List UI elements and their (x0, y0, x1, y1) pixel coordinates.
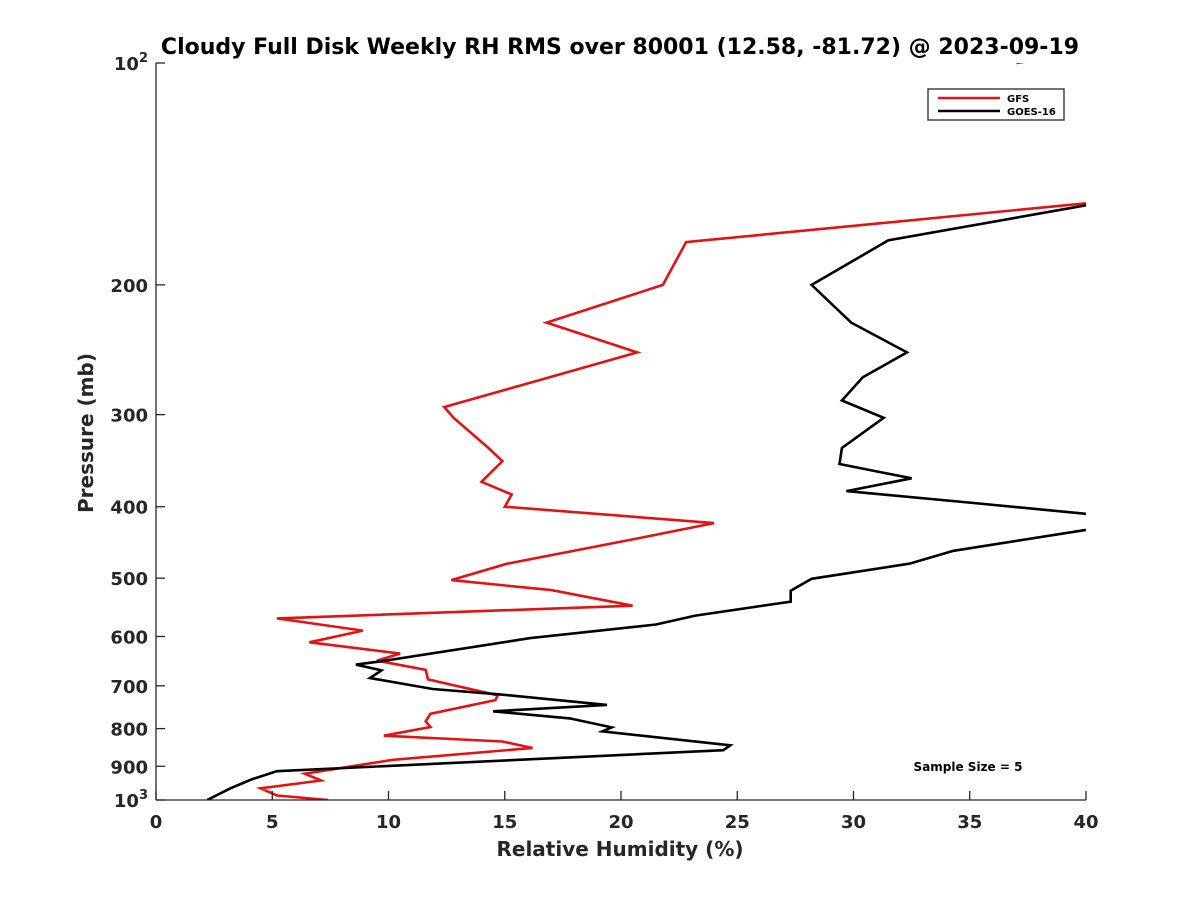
x-tick-label: 20 (608, 812, 633, 833)
y-tick-label: 900 (110, 757, 148, 778)
x-axis-title: Relative Humidity (%) (496, 837, 743, 861)
y-tick-label: 103 (114, 788, 148, 812)
series-layer (206, 63, 1086, 800)
x-tick-label: 15 (492, 812, 517, 833)
axes: 0 5 10 15 20 25 30 35 40 102 200 300 400 500 600 700 800… (110, 51, 1098, 833)
y-tick-label: 800 (110, 720, 148, 741)
y-tick-label: 300 (110, 406, 148, 427)
x-tick-label: 0 (150, 812, 163, 833)
x-tick-label: 35 (957, 812, 982, 833)
x-tick-label: 10 (376, 812, 401, 833)
x-tick-label: 25 (725, 812, 750, 833)
legend: GFS GOES-16 (927, 88, 1065, 121)
y-tick-label: 700 (110, 677, 148, 698)
x-tick-label: 5 (266, 812, 279, 833)
x-tick-label: 40 (1073, 812, 1098, 833)
chart-title: Cloudy Full Disk Weekly RH RMS over 8000… (161, 35, 1079, 60)
series-line-goes-16-1 (206, 528, 1086, 800)
x-tick-label: 30 (841, 812, 866, 833)
legend-box (927, 88, 1065, 121)
y-tick-label: 600 (110, 627, 148, 648)
y-axis-title: Pressure (mb) (74, 353, 98, 513)
y-tick-label: 500 (110, 569, 148, 590)
legend-label: GFS (1007, 94, 1029, 105)
series-line-goes-16-0 (809, 204, 1086, 516)
series-line-gfs-1 (255, 202, 1086, 800)
legend-label: GOES-16 (1007, 107, 1056, 118)
y-tick-label: 102 (114, 51, 148, 75)
y-tick-label: 400 (110, 498, 148, 519)
sample-size-annotation: Sample Size = 5 (914, 760, 1023, 774)
y-tick-label: 200 (110, 276, 148, 297)
